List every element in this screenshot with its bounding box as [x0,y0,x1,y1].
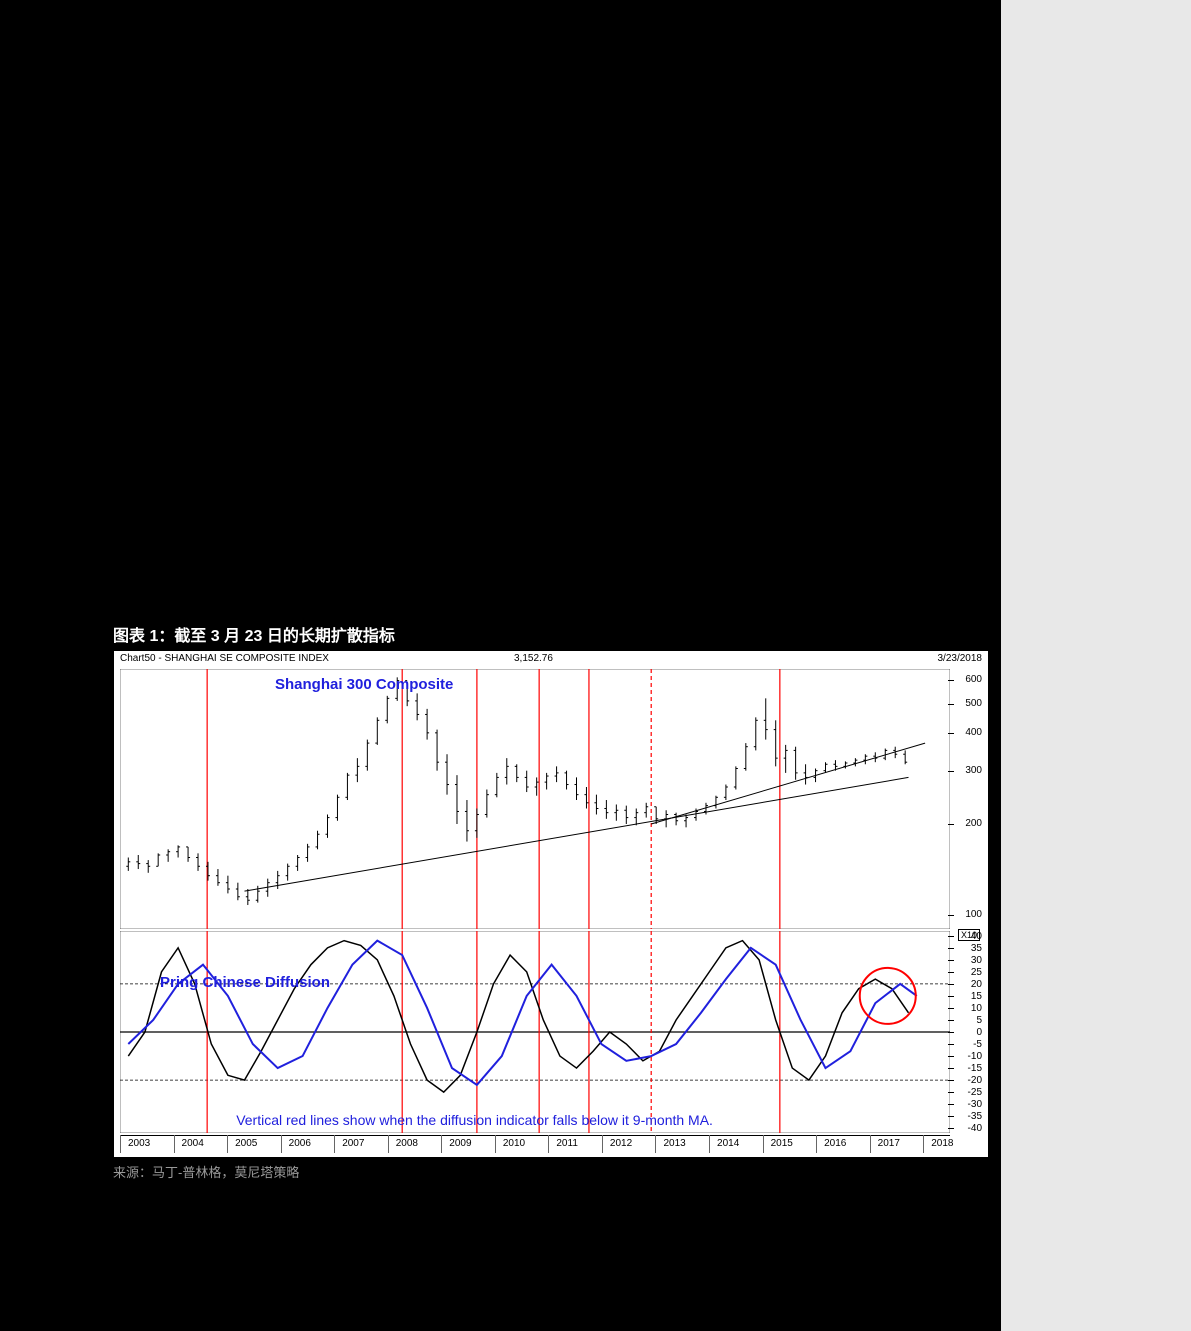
diffusion-y-axis: X10-40-35-30-25-20-15-10-505101520253035… [948,931,982,1133]
diffusion-chart-panel: Pring Chinese Diffusion Vertical red line… [120,931,950,1133]
price-chart-panel: Shanghai 300 Composite [120,669,950,929]
chart-container: Chart50 - SHANGHAI SE COMPOSITE INDEX 3,… [113,650,989,1158]
black-background: 图表 1：截至 3 月 23 日的长期扩散指标 Chart50 - SHANGH… [0,0,1001,1331]
source-text: 来源：马丁-普林格，莫尼塔策略 [113,1162,299,1181]
chart-header-left: Chart50 - SHANGHAI SE COMPOSITE INDEX [120,653,329,664]
chart-header: Chart50 - SHANGHAI SE COMPOSITE INDEX 3,… [114,651,988,655]
time-x-axis: 2003200420052006200720082009201020112012… [120,1135,950,1155]
chart-header-right: 3/23/2018 [938,653,983,664]
chart-header-center: 3,152.76 [514,653,553,664]
price-y-axis: 100200300400500600 [948,669,982,929]
svg-text:Vertical red lines show when t: Vertical red lines show when the diffusi… [236,1112,713,1128]
figure-title: 图表 1：截至 3 月 23 日的长期扩散指标 [113,622,395,646]
svg-text:Shanghai 300 Composite: Shanghai 300 Composite [275,676,453,693]
svg-text:Pring Chinese Diffusion: Pring Chinese Diffusion [160,974,330,991]
right-sidebar-strip [1001,0,1191,1331]
